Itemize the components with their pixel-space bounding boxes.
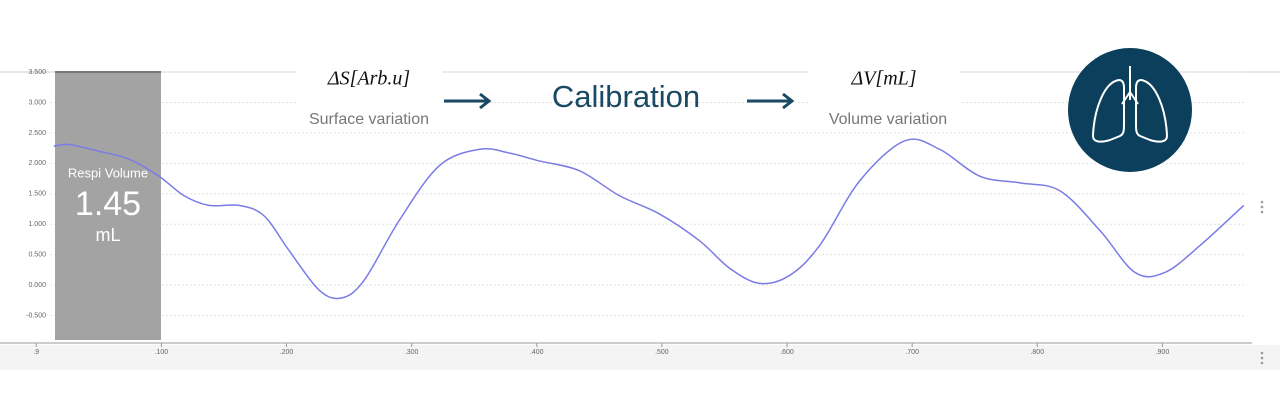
- input-box: [296, 70, 443, 132]
- x-tick-label: .500: [655, 349, 669, 356]
- y-tick-label: 2.000: [28, 160, 46, 167]
- menu-dots-bottom[interactable]: [1260, 351, 1264, 365]
- arrow-out: [747, 92, 795, 110]
- readout-label: Respi Volume: [68, 165, 148, 180]
- y-tick-label: 0.000: [28, 282, 46, 289]
- step-label: Calibration: [552, 79, 700, 114]
- x-axis-band: [0, 345, 1280, 370]
- arrow-in: [444, 92, 492, 110]
- selection-region: [55, 72, 161, 340]
- readout-unit: mL: [95, 225, 120, 245]
- y-tick-label: 2.500: [28, 130, 46, 137]
- y-tick-label: 3.000: [28, 99, 46, 106]
- x-tick-label: .600: [780, 349, 794, 356]
- x-tick-label: .9: [33, 349, 39, 356]
- x-tick-label: .100: [155, 349, 169, 356]
- y-tick-label: 3.500: [28, 69, 46, 76]
- x-tick-label: .700: [905, 349, 919, 356]
- input-label: Surface variation: [309, 111, 429, 128]
- x-tick-label: .400: [530, 349, 544, 356]
- y-tick-label: -0.500: [26, 312, 46, 319]
- x-tick-label: .200: [280, 349, 294, 356]
- y-tick-label: 1.000: [28, 221, 46, 228]
- input-symbol: ΔS[Arb.u]: [327, 68, 410, 90]
- lung-icon: [1068, 48, 1192, 172]
- output-box: [808, 70, 960, 132]
- x-tick-label: .300: [405, 349, 419, 356]
- output-symbol: ΔV[mL]: [850, 68, 916, 90]
- y-tick-label: 1.500: [28, 191, 46, 198]
- plot: [53, 138, 1245, 300]
- y-tick-label: 0.500: [28, 252, 46, 259]
- x-tick-label: .900: [1156, 349, 1170, 356]
- menu-dots-top[interactable]: [1260, 200, 1264, 214]
- signal-line: [53, 138, 1245, 300]
- grid: [50, 71, 1245, 317]
- readout-value: 1.45: [75, 185, 141, 223]
- output-label: Volume variation: [829, 111, 947, 128]
- x-tick-label: .800: [1030, 349, 1044, 356]
